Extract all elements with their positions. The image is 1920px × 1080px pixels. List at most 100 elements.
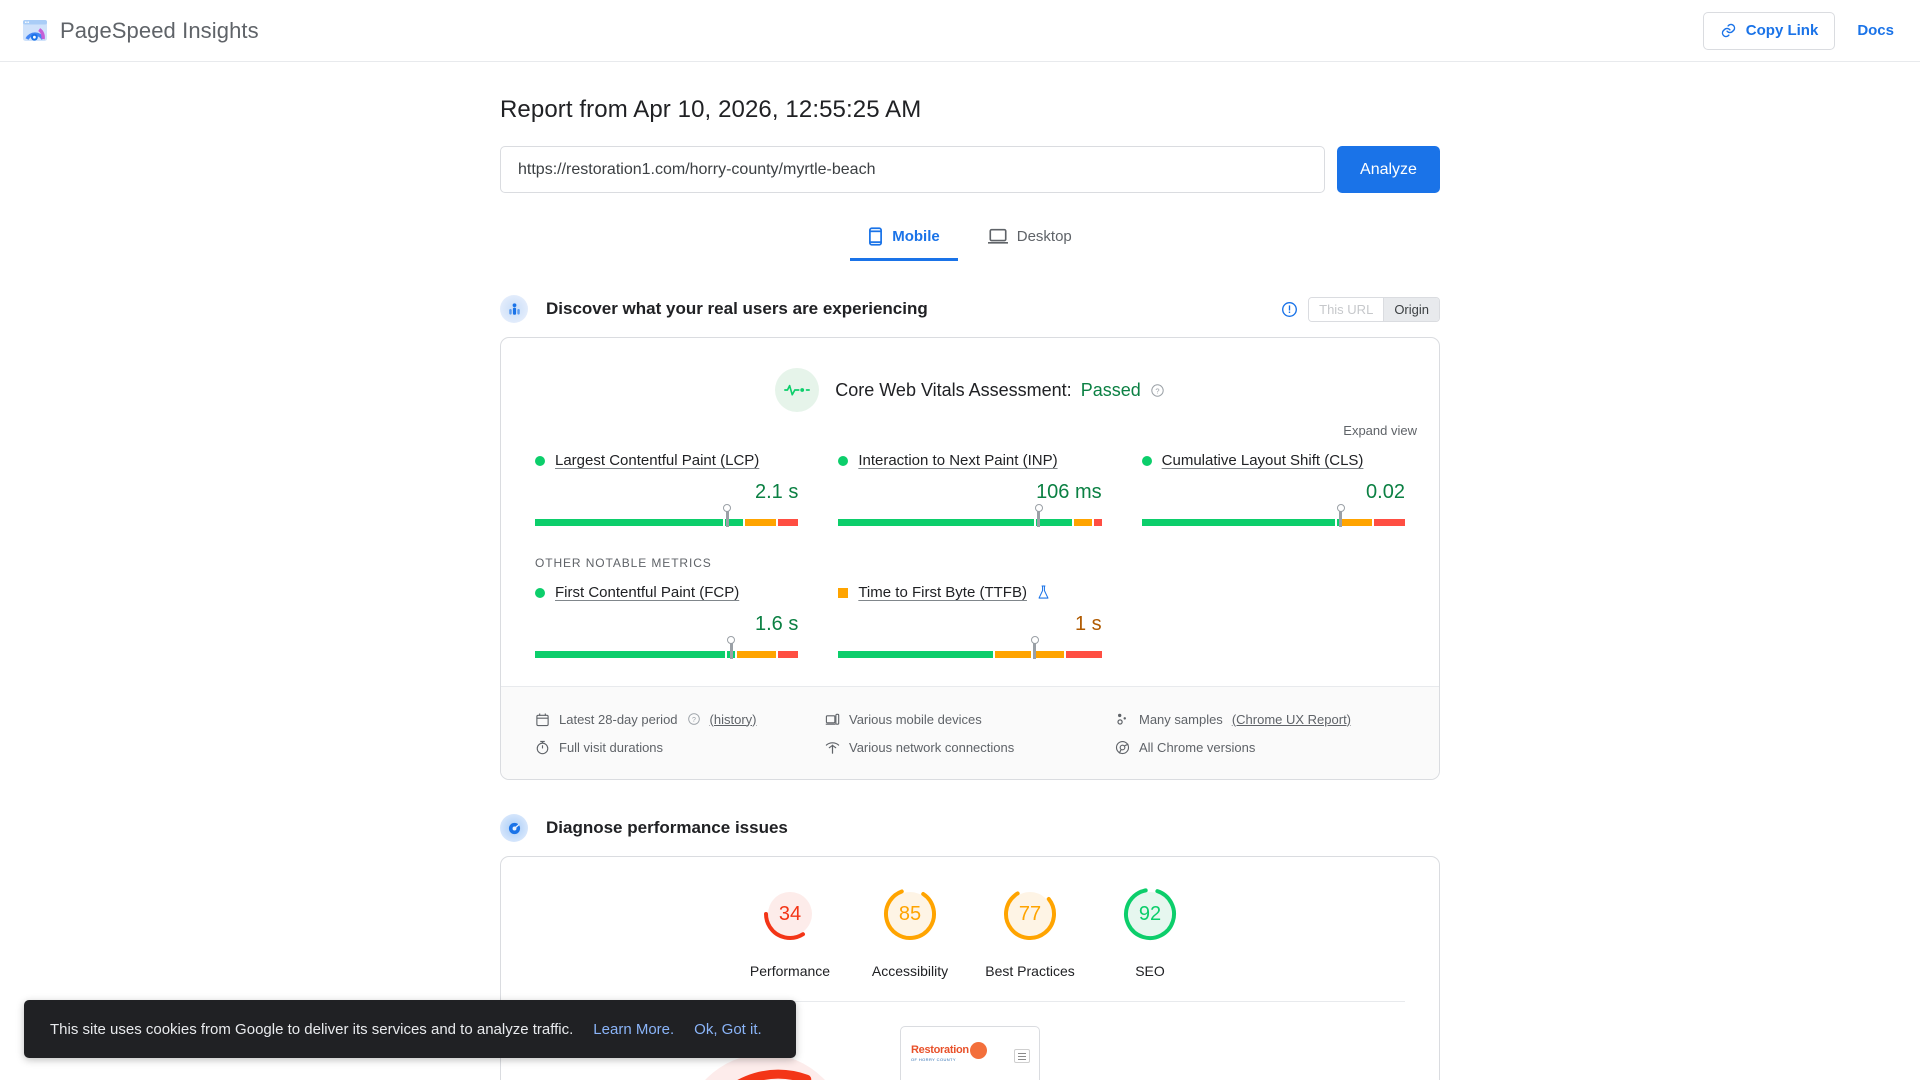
metric-distribution-bar (535, 504, 799, 527)
gauge-caption: SEO (1135, 963, 1165, 979)
footer-column-1: Latest 28-day period? (history) Full visit… (535, 705, 825, 761)
cwv-assessment-result: Passed (1080, 379, 1141, 400)
metric-name-link[interactable]: Time to First Byte (TTFB) (858, 584, 1027, 601)
help-icon[interactable]: ? (1150, 383, 1165, 398)
bar-segment-green (724, 519, 743, 526)
gauge-score-value: 77 (1018, 902, 1042, 925)
category-score-gauges: 34 Performance 85 Accessibility 77 Best Pract… (501, 857, 1439, 1001)
top-app-bar: PageSpeed Insights Copy Link Docs (0, 0, 1920, 62)
help-icon[interactable]: ? (687, 712, 701, 726)
metric-label-row: Time to First Byte (TTFB) (838, 584, 1101, 601)
page-title: Report from Apr 10, 2026, 12:55:25 AM (500, 96, 922, 123)
metric-value: 1.6 s (754, 613, 799, 635)
svg-text:?: ? (692, 717, 696, 724)
bar-segment-orange (1032, 651, 1064, 658)
score-gauge-accessibility[interactable]: 85 Accessibility (850, 887, 970, 979)
brand-title: PageSpeed Insights (60, 17, 259, 43)
bar-segment-red (777, 519, 799, 526)
footer-item: Various network connections (825, 733, 1115, 761)
url-analyze-row: Analyze (500, 146, 1440, 193)
brand[interactable]: PageSpeed Insights (22, 18, 259, 44)
main-content: Report from Apr 10, 2026, 12:55:25 AM An… (0, 96, 1920, 1080)
cookie-learn-more-link[interactable]: Learn More. (593, 1020, 675, 1038)
metric-distribution-bar (838, 504, 1102, 527)
metric-status-dot-icon (535, 587, 545, 598)
footer-item-label: Latest 28-day period (559, 711, 678, 727)
card-divider (535, 1001, 1405, 1002)
footer-item-link[interactable]: (history) (709, 711, 757, 727)
bar-segment-green (838, 651, 993, 658)
tab-mobile[interactable]: Mobile (850, 217, 958, 261)
analyze-button[interactable]: Analyze (1337, 146, 1440, 193)
thumb-logo-main: Restoration (911, 1044, 969, 1056)
score-gauge-seo[interactable]: 92 SEO (1090, 887, 1210, 979)
metric-distribution-bar (838, 636, 1102, 659)
metric-name-link[interactable]: First Contentful Paint (FCP) (555, 584, 740, 601)
page-screenshot-thumbnail[interactable]: Restoration OF HORRY COUNTY (900, 1026, 1040, 1080)
metric-status-dot-icon (1141, 455, 1152, 466)
link-icon (1721, 23, 1735, 38)
metric-value: 2.1 s (754, 481, 799, 503)
form-factor-tabs: Mobile Desktop (500, 217, 1440, 261)
footer-item: Various mobile devices (825, 705, 1115, 733)
metric-name-link[interactable]: Cumulative Layout Shift (CLS) (1161, 452, 1364, 469)
toggle-origin[interactable]: Origin (1384, 297, 1439, 321)
stopwatch-icon (536, 740, 549, 754)
other-metrics-title: OTHER NOTABLE METRICS (535, 556, 712, 570)
wifi-icon (825, 741, 840, 754)
metric-label-row: Largest Contentful Paint (LCP) (535, 452, 798, 469)
bar-segment-green (535, 519, 723, 526)
metric-value: 1 s (1074, 613, 1102, 635)
svg-text:?: ? (1155, 386, 1159, 395)
footer-item-link[interactable]: (Chrome UX Report) (1231, 711, 1352, 727)
metric-name-link[interactable]: Largest Contentful Paint (LCP) (555, 452, 760, 469)
score-gauge-performance[interactable]: 34 Performance (730, 887, 850, 979)
desktop-icon (987, 228, 1008, 244)
gauge-ring: 92 (1123, 887, 1177, 941)
metric-status-dot-icon (838, 455, 849, 466)
footer-item-label: Various mobile devices (849, 711, 982, 727)
gauge-arc (1124, 888, 1176, 940)
experimental-flask-icon (1038, 585, 1049, 599)
url-input[interactable] (500, 146, 1325, 193)
score-gauge-best-practices[interactable]: 77 Best Practices (970, 887, 1090, 979)
gauge-score-value: 92 (1138, 902, 1162, 925)
cookie-banner-text: This site uses cookies from Google to de… (50, 1020, 574, 1038)
large-performance-gauge-peek (699, 1054, 825, 1080)
expand-view-button[interactable]: Expand view (1343, 423, 1417, 438)
scope-toggle-group: This URL Origin (1308, 296, 1440, 322)
field-data-controls: This URL Origin (1281, 296, 1440, 322)
cookie-ok-button[interactable]: Ok, Got it. (694, 1020, 762, 1038)
metric-other: Time to First Byte (TTFB) 1 s (838, 584, 1141, 659)
lab-data-title: Diagnose performance issues (546, 818, 788, 837)
docs-link[interactable]: Docs (1857, 22, 1894, 39)
metric-name-link[interactable]: Interaction to Next Paint (INP) (858, 452, 1058, 469)
real-users-icon (500, 295, 528, 323)
gauge-ring: 85 (883, 887, 937, 941)
metric-core: Largest Contentful Paint (LCP) 2.1 s (535, 452, 838, 527)
gauge-caption: Performance (749, 963, 831, 979)
cwv-assessment-text: Core Web Vitals Assessment: Passed ? (835, 380, 1164, 401)
gauge-score-value: 34 (778, 902, 802, 925)
metric-status-dot-icon (535, 455, 545, 466)
metric-distribution-bar (535, 636, 799, 659)
cwv-assessment-row: Core Web Vitals Assessment: Passed ? (501, 338, 1439, 412)
tab-mobile-label: Mobile (892, 228, 940, 245)
diagnose-icon (500, 814, 528, 842)
metric-core: Cumulative Layout Shift (CLS) 0.02 (1141, 452, 1405, 527)
field-data-section-header: Discover what your real users are experi… (500, 295, 1440, 323)
info-icon[interactable] (1281, 301, 1298, 318)
copy-link-button[interactable]: Copy Link (1702, 11, 1836, 50)
bar-segment-orange (994, 651, 1031, 658)
bar-segment-green (1141, 519, 1335, 526)
bar-segment-red (777, 651, 799, 658)
cwv-assessment-prefix: Core Web Vitals Assessment: (835, 379, 1072, 400)
other-metrics-grid: First Contentful Paint (FCP) 1.6 s Time to… (501, 570, 1439, 659)
tab-desktop[interactable]: Desktop (970, 217, 1090, 261)
tab-desktop-label: Desktop (1016, 228, 1072, 245)
footer-item: All Chrome versions (1115, 733, 1405, 761)
metric-distribution-bar (1141, 504, 1405, 527)
footer-item-label: All Chrome versions (1139, 739, 1256, 755)
toggle-divider (1383, 297, 1385, 321)
